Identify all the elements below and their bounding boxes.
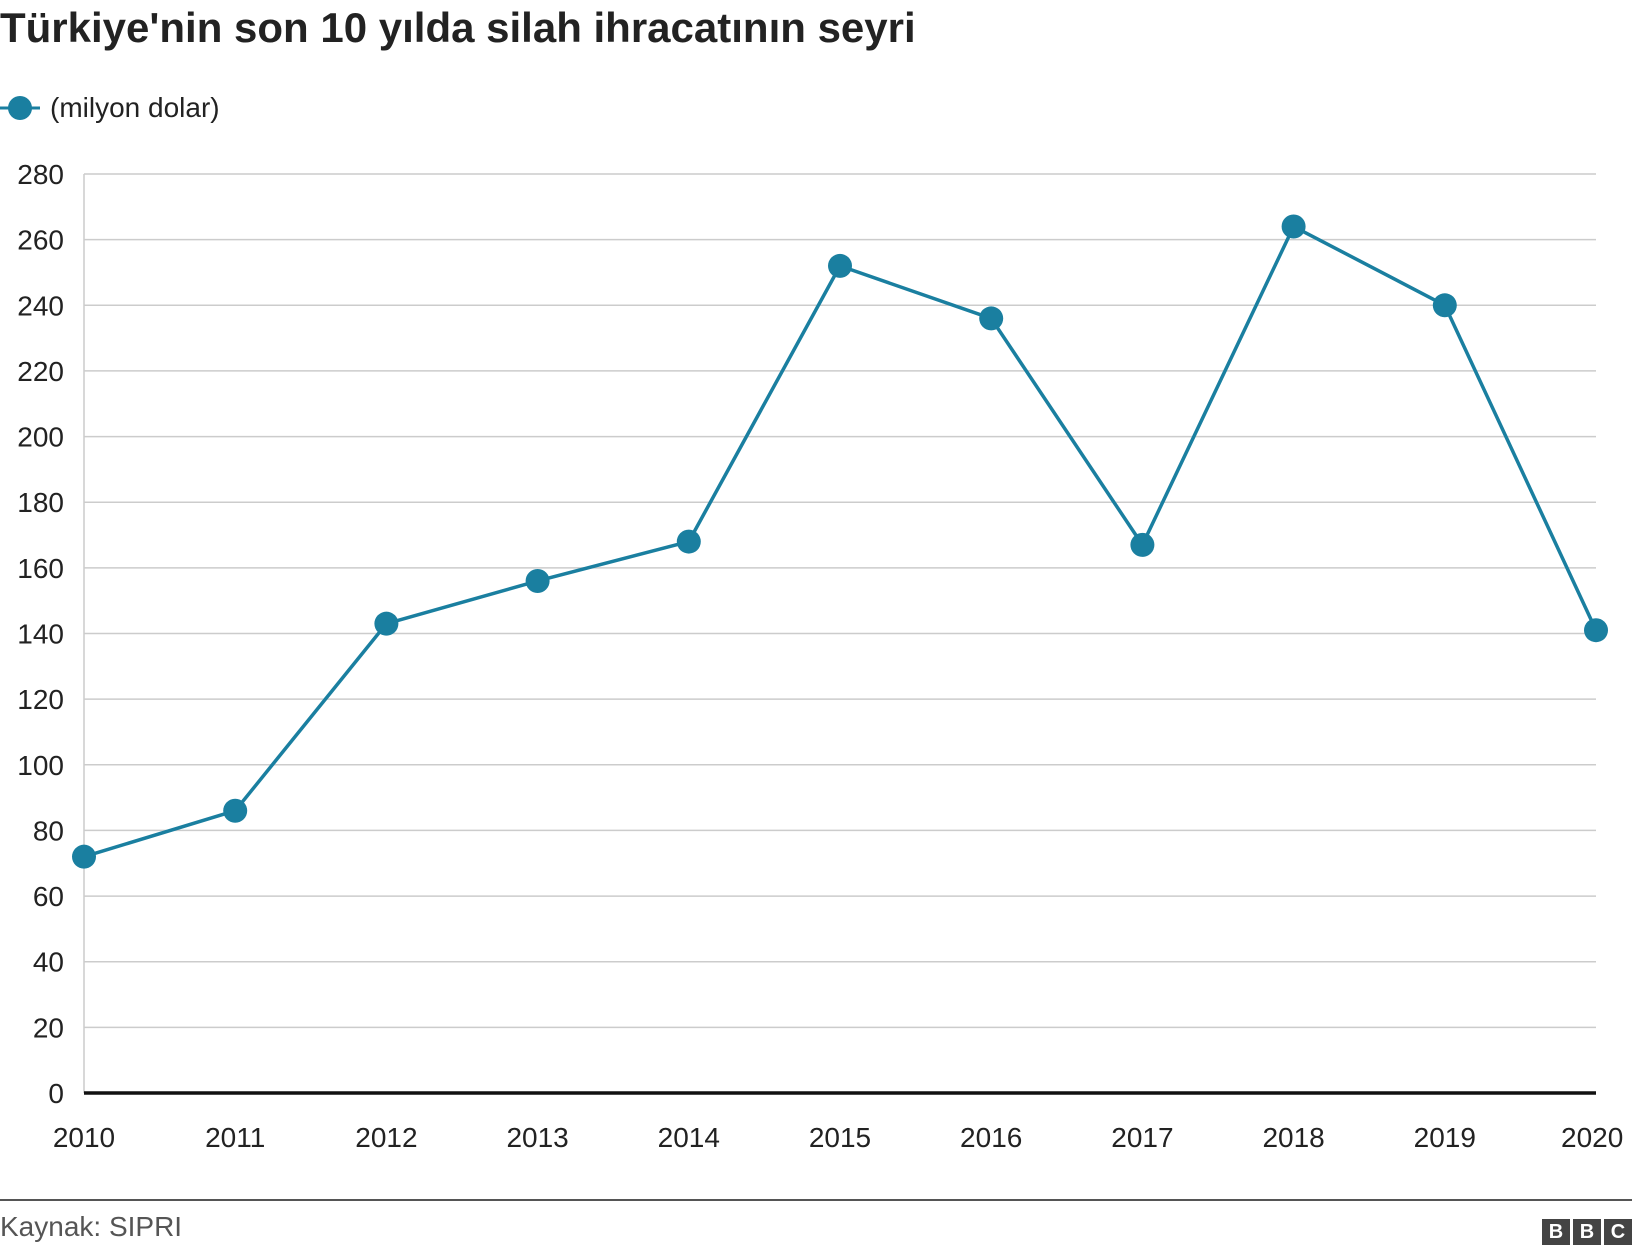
x-tick-label: 2017 — [1111, 1122, 1173, 1153]
x-tick-label: 2020 — [1561, 1122, 1623, 1153]
x-tick-label: 2012 — [355, 1122, 417, 1153]
logo-letter: B — [1542, 1219, 1570, 1245]
y-axis-tick-labels: 0 20 40 60 80 100 120 140 160 180 200 220 240 260 280 — [17, 159, 64, 1109]
y-tick-label: 120 — [17, 684, 64, 715]
data-point-2018 — [1281, 214, 1306, 239]
data-point-2012 — [374, 611, 399, 636]
data-point-2013 — [525, 568, 550, 593]
x-tick-label: 2019 — [1414, 1122, 1476, 1153]
legend-label: (milyon dolar) — [50, 92, 220, 123]
legend-marker-icon — [0, 96, 40, 120]
line-chart: 020406080100120140160180200220240260280 … — [17, 159, 1623, 1153]
y-tick-label: 60 — [33, 881, 64, 912]
x-tick-label: 2016 — [960, 1122, 1022, 1153]
series-line — [83, 224, 1598, 859]
bbc-logo: B B C — [1539, 1219, 1632, 1245]
series-line-path — [83, 224, 1598, 859]
x-tick-label: 2013 — [506, 1122, 568, 1153]
data-point-2010 — [72, 844, 96, 869]
data-point-2014 — [676, 529, 701, 554]
y-tick-label: 20 — [33, 1012, 64, 1043]
y-tick-label: 140 — [17, 619, 64, 650]
x-tick-label: 2015 — [809, 1122, 871, 1153]
y-tick-label: 260 — [17, 225, 64, 256]
data-point-2020 — [1584, 618, 1608, 643]
y-tick-label: 240 — [17, 290, 64, 321]
y-tick-label: 160 — [17, 553, 64, 584]
y-tick-label: 0 — [48, 1078, 64, 1109]
data-point-2011 — [223, 798, 248, 823]
x-tick-label: 2010 — [53, 1122, 115, 1153]
x-tick-label: 2014 — [658, 1122, 720, 1153]
grid-lines — [83, 173, 1596, 1093]
logo-letter: B — [1573, 1219, 1601, 1245]
x-tick-label: 2011 — [205, 1122, 265, 1153]
y-tick-label: 80 — [33, 815, 64, 846]
x-axis-tick-labels: 2010 2011 2012 2013 2014 2015 2016 2017 2018 2019… — [53, 1122, 1623, 1153]
logo-letter: C — [1604, 1219, 1632, 1245]
y-tick-label: 100 — [17, 750, 64, 781]
x-tick-label: 2018 — [1262, 1122, 1324, 1153]
series-points — [72, 214, 1608, 869]
source-note: Kaynak: SIPRI — [0, 1211, 183, 1242]
footer-divider — [0, 1199, 1632, 1201]
y-tick-label: 180 — [17, 487, 64, 518]
data-point-2017 — [1130, 532, 1155, 557]
y-tick-label: 220 — [17, 356, 64, 387]
data-point-2015 — [828, 253, 852, 278]
data-point-2019 — [1432, 293, 1457, 318]
legend: (milyon dolar) — [0, 88, 220, 128]
y-tick-label: 280 — [17, 159, 64, 190]
data-point-2016 — [979, 306, 1004, 331]
chart-title: Türkiye'nin son 10 yılda silah ihracatın… — [0, 4, 916, 51]
y-tick-label: 200 — [17, 422, 64, 453]
y-tick-label: 40 — [33, 947, 64, 978]
